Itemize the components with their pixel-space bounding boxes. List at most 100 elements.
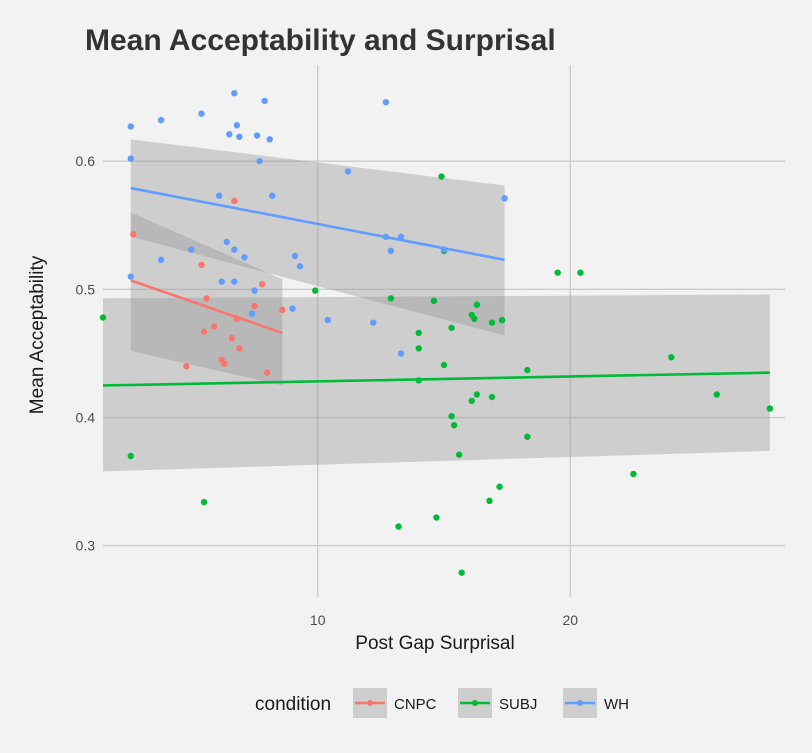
confidence-bands	[103, 139, 770, 472]
data-point-wh	[236, 133, 243, 140]
chart-title: Mean Acceptability and Surprisal	[85, 24, 556, 57]
fit-line-subj	[102, 371, 770, 387]
data-point-wh	[256, 157, 263, 165]
x-axis-ticks: 10 20	[310, 612, 578, 628]
data-point-cnpc	[279, 306, 286, 314]
data-point-subj	[430, 297, 438, 305]
data-point-wh	[382, 98, 390, 106]
data-point-subj	[496, 483, 503, 490]
data-point-cnpc	[228, 334, 236, 342]
data-point-subj	[488, 319, 496, 326]
data-point-cnpc	[200, 328, 208, 335]
data-point-wh	[291, 252, 299, 260]
data-point-subj	[440, 361, 448, 369]
data-point-subj	[766, 405, 774, 412]
y-tick-label: 0.6	[76, 153, 96, 169]
data-point-wh	[344, 168, 352, 175]
data-point-subj	[486, 497, 493, 505]
fit-line-cnpc	[130, 279, 283, 335]
data-point-subj	[200, 498, 208, 506]
data-point-cnpc	[218, 356, 225, 364]
data-point-wh	[370, 319, 377, 326]
y-tick-label: 0.5	[76, 281, 96, 297]
data-point-cnpc	[210, 323, 218, 330]
data-point-cnpc	[183, 363, 190, 370]
data-point-wh	[226, 131, 233, 138]
data-point-wh	[231, 246, 238, 253]
legend-point-subj	[472, 700, 478, 706]
data-point-subj	[448, 324, 455, 331]
legend-item-cnpc: CNPC	[353, 688, 437, 718]
y-axis-ticks: 0.3 0.4 0.5 0.6	[76, 153, 96, 554]
data-point-subj	[395, 523, 402, 530]
confidence-band-subj	[103, 294, 770, 472]
data-point-subj	[387, 295, 395, 302]
data-point-wh	[198, 110, 205, 117]
data-point-wh	[157, 256, 165, 264]
data-point-wh	[251, 287, 258, 294]
y-tick-label: 0.4	[76, 410, 96, 426]
x-tick-label: 10	[310, 612, 326, 628]
data-point-wh	[215, 192, 223, 199]
data-point-subj	[448, 413, 455, 420]
data-point-wh	[397, 350, 405, 357]
data-point-wh	[253, 132, 261, 139]
data-point-subj	[127, 452, 134, 460]
legend-title: condition	[255, 694, 331, 715]
data-point-subj	[554, 269, 561, 276]
data-point-subj	[668, 354, 675, 361]
data-point-wh	[231, 90, 238, 97]
data-point-wh	[324, 316, 332, 324]
data-point-cnpc	[130, 231, 137, 238]
gridlines	[103, 65, 785, 597]
data-point-subj	[473, 301, 481, 308]
data-point-wh	[261, 97, 268, 105]
data-point-subj	[630, 470, 637, 478]
data-point-wh	[157, 116, 165, 124]
x-axis-label: Post Gap Surprisal	[355, 633, 514, 654]
data-point-subj	[498, 316, 506, 324]
data-point-cnpc	[251, 302, 258, 310]
data-point-subj	[415, 345, 422, 352]
data-point-wh	[127, 155, 134, 162]
data-point-wh	[387, 247, 395, 255]
data-point-wh	[218, 278, 225, 285]
legend-label-cnpc: CNPC	[394, 696, 437, 713]
fit-lines	[102, 186, 770, 387]
confidence-band-wh	[130, 139, 505, 336]
data-point-wh	[188, 246, 195, 253]
data-point-wh	[501, 195, 508, 202]
legend-item-wh: WH	[563, 688, 629, 718]
y-tick-label: 0.3	[76, 538, 96, 554]
data-point-subj	[471, 315, 478, 323]
data-point-cnpc	[198, 261, 205, 269]
data-point-cnpc	[203, 295, 210, 302]
data-point-wh	[266, 136, 273, 143]
data-point-wh	[248, 310, 256, 317]
x-tick-label: 20	[563, 612, 579, 628]
data-point-wh	[241, 254, 248, 261]
data-point-wh	[231, 278, 238, 285]
data-point-cnpc	[236, 345, 243, 352]
data-point-subj	[311, 287, 319, 294]
data-point-cnpc	[231, 197, 238, 205]
data-point-subj	[524, 433, 531, 440]
data-point-subj	[455, 451, 463, 458]
data-point-subj	[488, 393, 496, 401]
data-point-wh	[127, 273, 134, 280]
data-point-subj	[713, 391, 720, 398]
data-point-cnpc	[263, 369, 271, 376]
data-point-subj	[438, 173, 445, 180]
data-point-subj	[415, 329, 422, 337]
legend-label-wh: WH	[604, 696, 629, 713]
y-axis-label: Mean Acceptability	[27, 255, 48, 414]
legend-point-wh	[577, 700, 583, 706]
legend-label-subj: SUBJ	[499, 696, 537, 713]
data-point-wh	[289, 305, 296, 312]
data-point-subj	[99, 314, 107, 321]
legend-item-subj: SUBJ	[458, 688, 537, 718]
data-point-cnpc	[258, 281, 266, 288]
data-point-subj	[473, 391, 481, 398]
